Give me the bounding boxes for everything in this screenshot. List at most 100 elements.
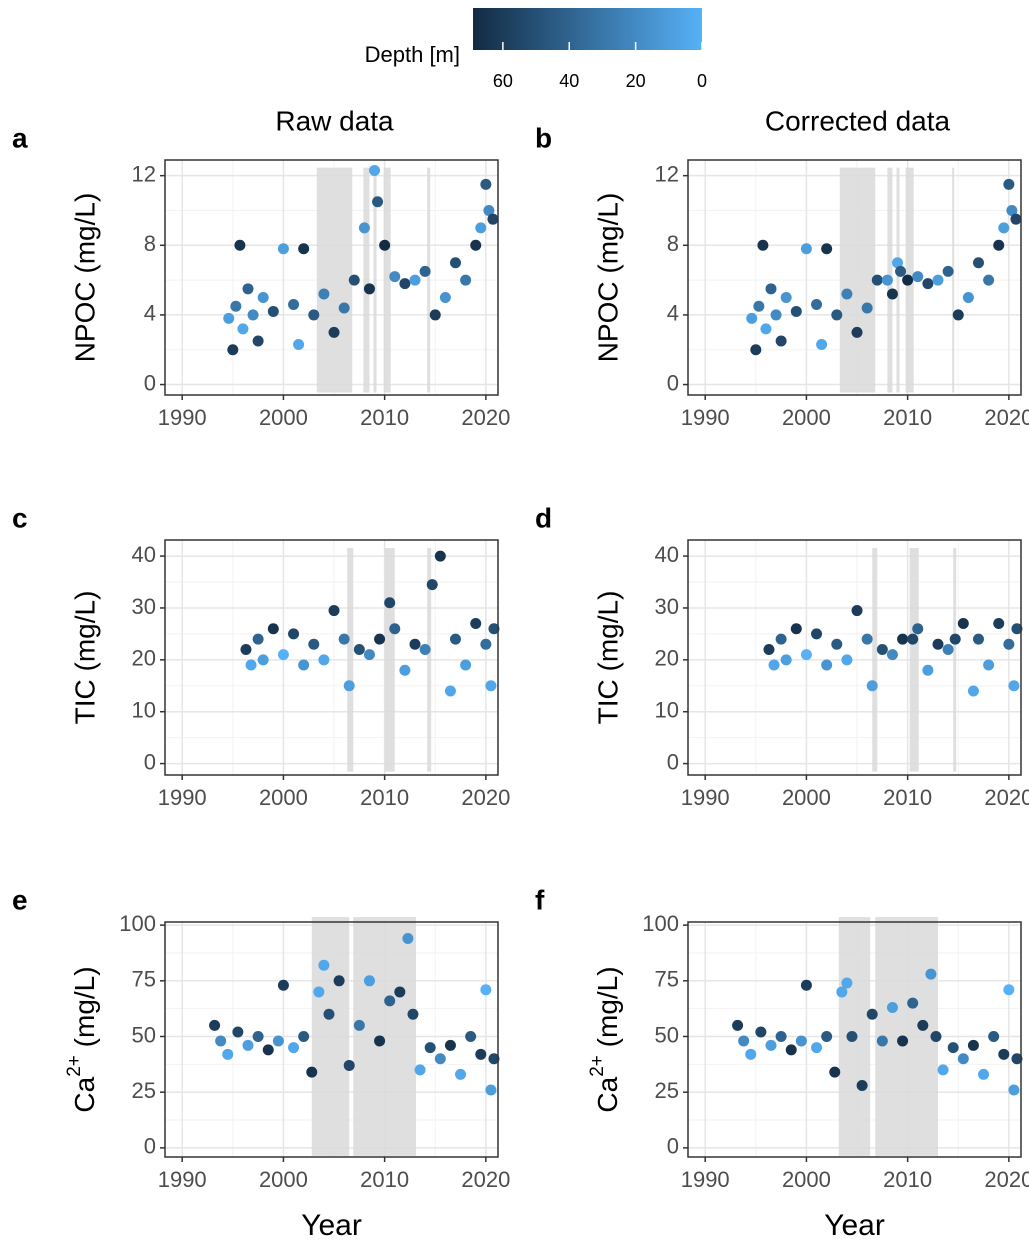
point [841, 977, 853, 989]
point [402, 932, 414, 944]
x-tick-label: 2020 [461, 1167, 510, 1192]
point [790, 623, 802, 635]
point [846, 1030, 858, 1042]
point [470, 239, 482, 251]
point [738, 1035, 750, 1047]
point [488, 1053, 500, 1065]
point [1003, 178, 1015, 190]
x-tick-label: 2010 [883, 405, 932, 430]
point [922, 664, 934, 676]
point [790, 305, 802, 317]
point [851, 326, 863, 338]
x-tick-label: 2000 [259, 1167, 308, 1192]
y-axis-title-part: (mg/L) [592, 966, 623, 1055]
point [821, 243, 833, 255]
point [252, 633, 264, 645]
point [800, 979, 812, 991]
plot-frame [687, 539, 1022, 776]
point [952, 309, 964, 321]
point [363, 975, 375, 987]
point [298, 659, 310, 671]
point [227, 344, 239, 356]
point [993, 239, 1005, 251]
y-tick-label: 12 [655, 161, 679, 186]
y-tick-label: 40 [655, 542, 679, 567]
point [240, 643, 252, 655]
plot-frame [164, 539, 499, 776]
point [732, 1019, 744, 1031]
point [409, 274, 421, 286]
point [308, 309, 320, 321]
point [328, 605, 340, 617]
point [757, 239, 769, 251]
point [770, 309, 782, 321]
point [252, 1030, 264, 1042]
point [288, 298, 300, 310]
point [313, 986, 325, 998]
x-tick-label: 1990 [681, 785, 730, 810]
point [932, 274, 944, 286]
point [988, 1030, 1000, 1042]
point [230, 300, 242, 312]
point [252, 335, 264, 347]
y-tick-label: 30 [655, 594, 679, 619]
plot-frame [164, 921, 499, 1158]
shaded-period [427, 167, 431, 393]
point [861, 633, 873, 645]
point [444, 685, 456, 697]
shaded-period [383, 167, 391, 393]
y-tick-label: 0 [667, 370, 679, 395]
y-tick-label: 10 [655, 698, 679, 723]
point [881, 274, 893, 286]
point [856, 1079, 868, 1091]
y-axis-title: TIC (mg/L) [69, 591, 100, 725]
point [318, 959, 330, 971]
point [399, 664, 411, 676]
shaded-period [353, 917, 417, 1156]
point [947, 1042, 959, 1054]
x-axis-title: Year [301, 1209, 362, 1242]
point [957, 1053, 969, 1065]
point [323, 1008, 335, 1020]
point [993, 618, 1005, 630]
point [763, 643, 775, 655]
point [434, 1053, 446, 1065]
y-tick-label: 40 [132, 542, 156, 567]
point [922, 278, 934, 290]
y-tick-label: 75 [655, 967, 679, 992]
shaded-period [373, 167, 377, 393]
plot-background [688, 540, 1021, 775]
y-tick-label: 12 [132, 161, 156, 186]
point [780, 654, 792, 666]
point [389, 271, 401, 283]
x-tick-label: 1990 [158, 785, 207, 810]
y-tick-label: 10 [132, 698, 156, 723]
point [485, 1084, 497, 1096]
point [389, 623, 401, 635]
point [318, 654, 330, 666]
point [480, 984, 492, 996]
point [753, 300, 765, 312]
point [460, 274, 472, 286]
x-tick-label: 2010 [360, 785, 409, 810]
point [972, 633, 984, 645]
point [972, 257, 984, 269]
point [272, 1035, 284, 1047]
y-tick-label: 8 [144, 231, 156, 256]
shaded-period [952, 167, 955, 393]
point [775, 1030, 787, 1042]
point [242, 283, 254, 295]
point [998, 222, 1010, 234]
point [768, 659, 780, 671]
point [426, 579, 438, 591]
point [475, 222, 487, 234]
point [1010, 213, 1022, 225]
point [942, 643, 954, 655]
y-tick-label: 0 [667, 749, 679, 774]
point [488, 623, 500, 635]
point [1008, 680, 1020, 692]
point [998, 1048, 1010, 1060]
point [983, 659, 995, 671]
point [209, 1019, 221, 1031]
point [925, 968, 937, 980]
